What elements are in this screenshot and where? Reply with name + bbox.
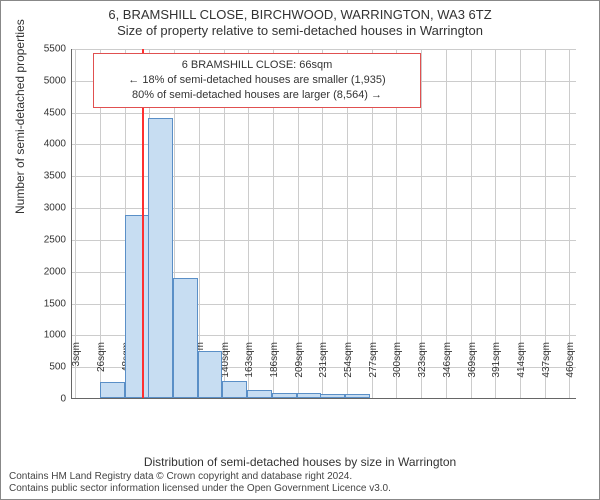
histogram-bar [272, 393, 297, 398]
y-tick-label: 4000 [44, 139, 66, 150]
y-tick-label: 0 [60, 394, 66, 405]
x-tick-label: 369sqm [467, 342, 478, 402]
gridline-h [72, 113, 576, 114]
histogram-bar [320, 394, 345, 398]
histogram-bar [222, 381, 247, 398]
footer: Contains HM Land Registry data © Crown c… [9, 471, 391, 495]
histogram-bar [125, 215, 150, 398]
info-line-1: 6 BRAMSHILL CLOSE: 66sqm [102, 58, 412, 73]
y-tick-label: 5000 [44, 75, 66, 86]
y-tick-label: 2500 [44, 234, 66, 245]
chart-frame: 6, BRAMSHILL CLOSE, BIRCHWOOD, WARRINGTO… [0, 0, 600, 500]
y-tick-label: 5500 [44, 44, 66, 55]
y-axis-label: Number of semi-detached properties [13, 19, 27, 214]
histogram-bar [345, 394, 370, 398]
x-tick-label: 3sqm [71, 342, 82, 402]
y-tick-label: 2000 [44, 266, 66, 277]
x-tick-label: 323sqm [417, 342, 428, 402]
title-block: 6, BRAMSHILL CLOSE, BIRCHWOOD, WARRINGTO… [1, 1, 599, 40]
info-line-3: 80% of semi-detached houses are larger (… [102, 88, 412, 103]
y-tick-label: 500 [49, 362, 66, 373]
y-tick-label: 4500 [44, 107, 66, 118]
info-box: 6 BRAMSHILL CLOSE: 66sqm ← 18% of semi-d… [93, 53, 421, 108]
histogram-bar [148, 118, 173, 398]
y-tick-label: 3000 [44, 203, 66, 214]
histogram-bar [198, 351, 223, 398]
y-tick-label: 1500 [44, 298, 66, 309]
histogram-bar [173, 278, 198, 398]
x-tick-label: 346sqm [442, 342, 453, 402]
y-tick-label: 3500 [44, 171, 66, 182]
histogram-bar [100, 382, 125, 398]
info-line-2: ← 18% of semi-detached houses are smalle… [102, 73, 412, 88]
gridline-h [72, 49, 576, 50]
x-tick-label: 300sqm [392, 342, 403, 402]
x-tick-label: 391sqm [491, 342, 502, 402]
title-line-2: Size of property relative to semi-detach… [1, 23, 599, 39]
x-tick-label: 437sqm [541, 342, 552, 402]
x-axis-label: Distribution of semi-detached houses by … [1, 455, 599, 469]
y-tick-label: 1000 [44, 330, 66, 341]
histogram-bar [297, 393, 322, 398]
title-line-1: 6, BRAMSHILL CLOSE, BIRCHWOOD, WARRINGTO… [1, 7, 599, 23]
footer-line-2: Contains public sector information licen… [9, 483, 391, 495]
x-tick-label: 460sqm [565, 342, 576, 402]
footer-line-1: Contains HM Land Registry data © Crown c… [9, 471, 391, 483]
histogram-bar [247, 390, 272, 398]
x-tick-label: 414sqm [516, 342, 527, 402]
